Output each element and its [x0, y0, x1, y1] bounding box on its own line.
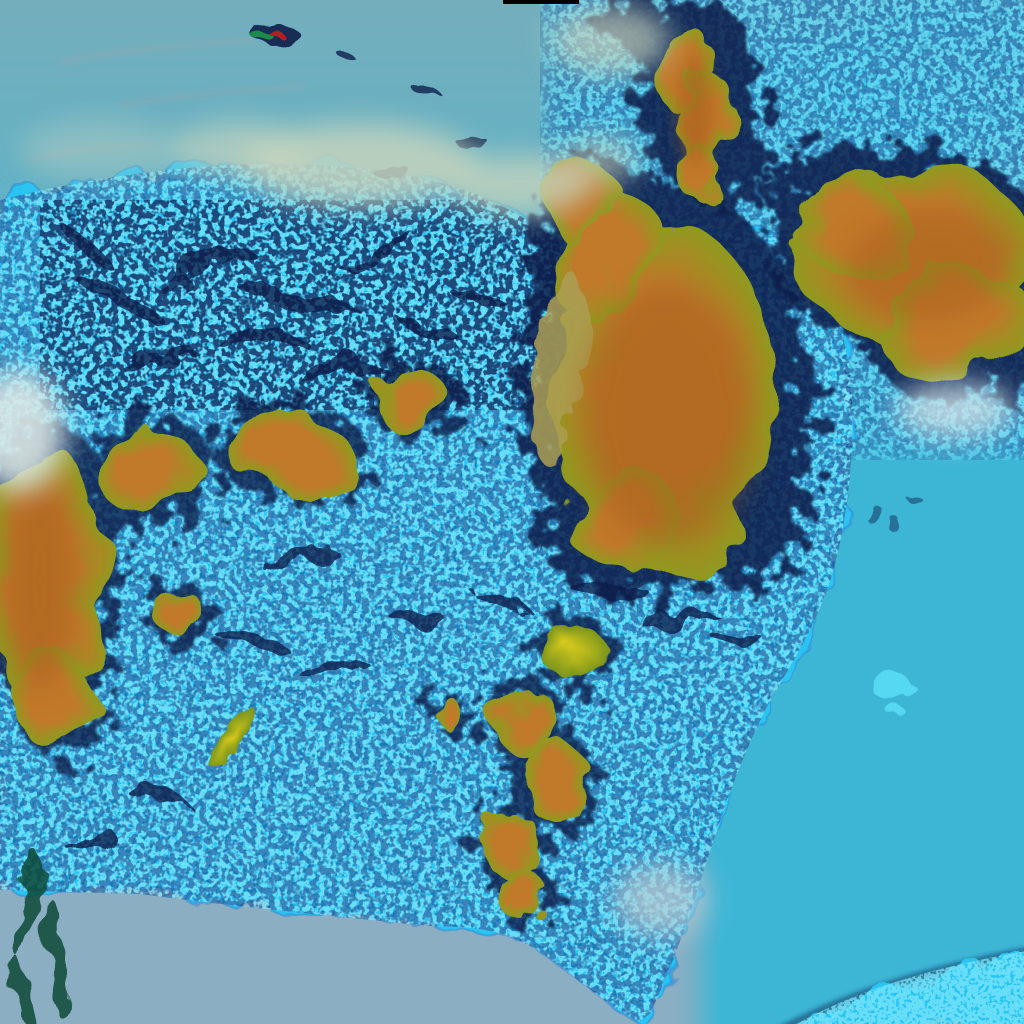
fleck-green	[252, 30, 272, 42]
central-cloud	[520, 161, 815, 595]
speckle-streak	[62, 227, 118, 273]
sea-fleck	[908, 496, 922, 504]
cream-cloud	[170, 122, 310, 178]
sea-fleck	[886, 520, 904, 530]
cloud-lobe	[482, 812, 542, 878]
cream-cloud	[560, 135, 640, 185]
island-blob	[886, 705, 904, 715]
cream-cloud	[20, 120, 180, 180]
tiny-northwest-fleck	[251, 18, 295, 46]
cloud-orange-core	[845, 209, 1015, 321]
pale-cloud	[612, 862, 708, 938]
speckle-streak	[211, 627, 289, 653]
fleck-red	[266, 26, 278, 34]
cloud-khaki-arm	[531, 275, 589, 465]
speckle-streak	[295, 656, 365, 674]
speckle-streak	[295, 361, 385, 379]
chain-body	[437, 686, 590, 921]
sea-fleck	[858, 504, 882, 516]
yellow-streak-cloud	[208, 709, 256, 771]
cloud-lobe	[96, 428, 200, 516]
pale-white-clouds	[0, 368, 1015, 938]
cloud-lobe	[497, 686, 557, 758]
pink-streak	[58, 38, 257, 64]
speckle-streak	[268, 544, 332, 576]
cloud-lobe	[522, 742, 590, 822]
ibiza-island	[875, 672, 909, 715]
speckle-streak	[130, 792, 190, 808]
cloud-orange-core	[5, 470, 75, 690]
speckle-streak	[646, 608, 714, 632]
speckle-streak	[66, 830, 114, 850]
cream-clouds	[20, 5, 670, 215]
bright-yellow-cloud	[543, 624, 605, 680]
central-cloud-chain	[208, 614, 617, 927]
speckle-streak	[79, 279, 161, 321]
speckle-streak	[337, 52, 363, 68]
calibration-strip	[503, 0, 579, 4]
cloud-lobe	[437, 703, 467, 729]
speckle-streak	[715, 634, 765, 646]
speckle-streak	[450, 290, 510, 310]
speckle-streak	[146, 248, 254, 282]
island-blob	[875, 672, 909, 700]
speckle-streak	[210, 331, 310, 349]
dark-green-streaks	[12, 850, 69, 1024]
pale-cloud	[895, 382, 1015, 438]
western-cloud-row	[0, 360, 463, 760]
speckle-streak	[455, 135, 485, 145]
green-streak	[12, 960, 28, 1024]
cloud-lobe	[152, 590, 204, 634]
cream-cloud	[450, 155, 590, 215]
speckle-streak	[390, 613, 450, 627]
speckle-streak	[120, 350, 200, 370]
sea-dark-flecks	[858, 496, 922, 530]
cloud-orange-core	[583, 285, 753, 545]
cloud-lobe	[375, 370, 451, 434]
speckle-streak	[412, 87, 448, 103]
pale-cloud	[0, 368, 66, 492]
cloud-lobe	[498, 869, 546, 921]
speckle-streak	[475, 593, 525, 607]
cloud-lobe	[675, 146, 719, 198]
speckle-streak	[397, 316, 463, 344]
cloud-orange-core	[679, 55, 711, 165]
northeast-cloud	[765, 145, 1024, 400]
green-streak	[47, 900, 69, 1020]
cloud-lobe	[228, 414, 348, 490]
pink-streak	[118, 84, 307, 107]
speckle-streak	[240, 286, 360, 314]
green-streak	[15, 850, 41, 960]
speckle-streak	[345, 234, 415, 276]
cream-cloud	[550, 5, 670, 75]
